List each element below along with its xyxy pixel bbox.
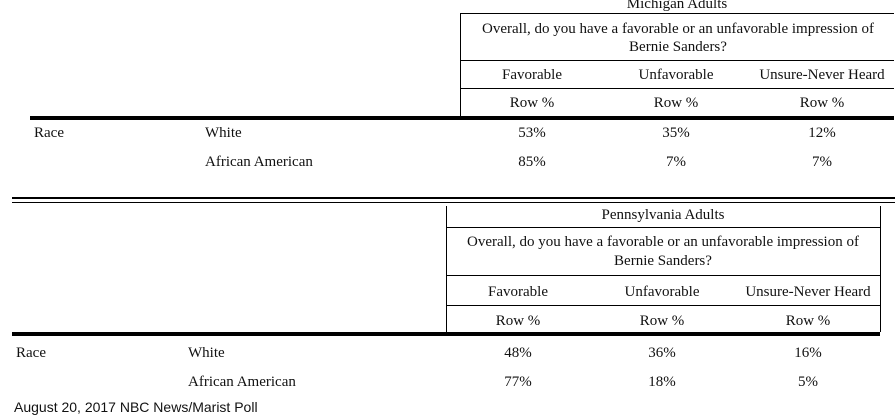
header-rule: [30, 116, 894, 120]
divider: [446, 275, 880, 276]
column-header-unfavorable: Unfavorable: [624, 284, 700, 300]
column-header-unfavorable: Unfavorable: [638, 67, 714, 83]
divider: [460, 60, 894, 61]
cell-value: 48%: [504, 345, 532, 361]
divider: [460, 13, 461, 116]
cell-value: 7%: [666, 154, 686, 170]
cell-value: 85%: [518, 154, 546, 170]
cell-value: 5%: [798, 374, 818, 390]
row-label: White: [205, 125, 242, 141]
divider: [460, 13, 894, 14]
question-text: Overall, do you have a favorable or an u…: [482, 21, 874, 55]
divider: [446, 305, 880, 306]
header-rule: [12, 332, 880, 336]
column-header-favorable: Favorable: [488, 284, 548, 300]
subheader-row-percent: Row %: [509, 95, 555, 111]
cell-value: 36%: [648, 345, 676, 361]
category-label: Race: [16, 345, 46, 361]
cell-value: 16%: [794, 345, 822, 361]
cell-value: 53%: [518, 125, 546, 141]
column-header-favorable: Favorable: [502, 67, 562, 83]
divider: [446, 206, 447, 332]
cell-value: 77%: [504, 374, 532, 390]
cell-value: 18%: [648, 374, 676, 390]
table-separator: [12, 197, 895, 199]
divider: [460, 88, 894, 89]
row-label: African American: [205, 154, 313, 170]
table-separator: [12, 202, 895, 203]
divider: [880, 206, 881, 332]
subheader-row-percent: Row %: [785, 313, 831, 329]
divider: [446, 227, 880, 228]
cell-value: 12%: [808, 125, 836, 141]
row-label: African American: [188, 374, 296, 390]
subheader-row-percent: Row %: [495, 313, 541, 329]
question-text: Overall, do you have a favorable or an u…: [467, 234, 859, 269]
subheader-row-percent: Row %: [799, 95, 845, 111]
source-footer: August 20, 2017 NBC News/Marist Poll: [14, 399, 258, 415]
category-label: Race: [34, 125, 64, 141]
row-label: White: [188, 345, 225, 361]
column-header-unsure: Unsure-Never Heard: [759, 67, 885, 83]
column-header-unsure: Unsure-Never Heard: [745, 284, 871, 300]
subheader-row-percent: Row %: [653, 95, 699, 111]
table-group-title: Pennsylvania Adults: [601, 207, 725, 223]
subheader-row-percent: Row %: [639, 313, 685, 329]
table-group-title: Michigan Adults: [626, 0, 728, 12]
cell-value: 35%: [662, 125, 690, 141]
cell-value: 7%: [812, 154, 832, 170]
